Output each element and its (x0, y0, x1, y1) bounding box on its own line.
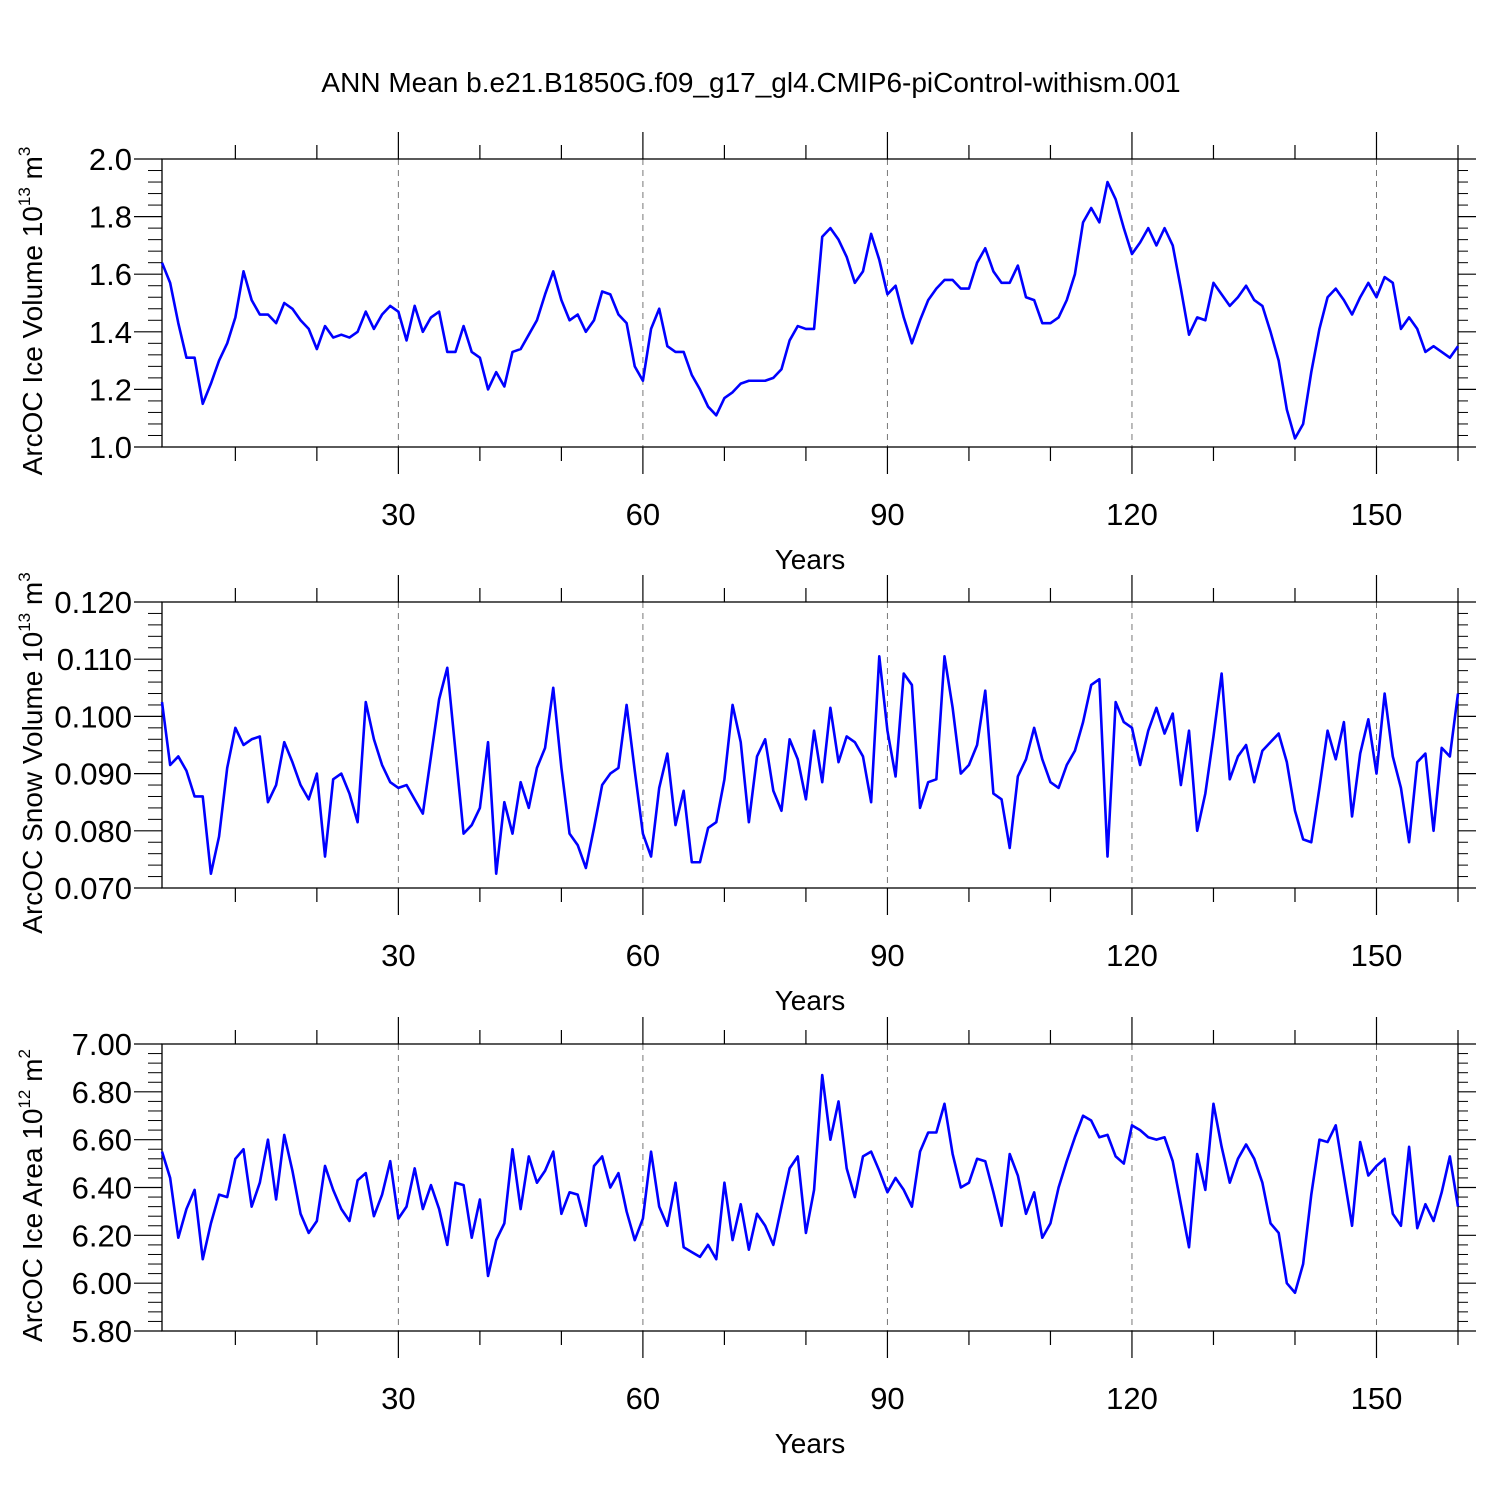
y-tick-label: 7.00 (72, 1027, 132, 1062)
y-tick-label: 6.80 (72, 1075, 132, 1110)
y-tick-label: 0.120 (54, 585, 132, 620)
x-tick-label: 120 (1106, 938, 1158, 973)
panels: 30 60 90 120 150 1.0 1.2 1.4 1.6 1.8 2.0 Years ArcOC… (15, 132, 1476, 1459)
y-tick-label: 6.60 (72, 1123, 132, 1158)
x-tick-label: 30 (381, 497, 415, 532)
y-tick-label: 1.2 (89, 372, 132, 407)
plot-frame (161, 158, 1459, 448)
x-tick-label: 150 (1351, 497, 1403, 532)
x-axis-title: Years (775, 1428, 846, 1459)
y-tick-label: 2.0 (89, 142, 132, 177)
y-tick-label: 5.80 (72, 1314, 132, 1349)
chart-title: ANN Mean b.e21.B1850G.f09_g17_gl4.CMIP6-… (321, 67, 1180, 98)
x-tick-label: 60 (626, 497, 660, 532)
y-tick-label: 1.8 (89, 200, 132, 235)
y-tick-label: 0.090 (54, 757, 132, 792)
x-tick-label: 60 (626, 938, 660, 973)
x-tick-label: 60 (626, 1381, 660, 1416)
x-tick-label: 150 (1351, 938, 1403, 973)
x-tick-label: 150 (1351, 1381, 1403, 1416)
y-tick-label: 0.080 (54, 814, 132, 849)
y-tick-label: 1.6 (89, 257, 132, 292)
panel-snow-volume: 30 60 90 120 150 0.070 0.080 0.090 0.100 0.110 0.1… (15, 572, 1476, 1016)
y-tick-label: 0.100 (54, 699, 132, 734)
y-tick-label: 1.4 (89, 315, 132, 350)
x-tick-label: 30 (381, 1381, 415, 1416)
series-line (160, 180, 1460, 440)
x-tick-label: 90 (870, 938, 904, 973)
y-tick-label: 1.0 (89, 430, 132, 465)
x-axis-title: Years (775, 985, 846, 1016)
y-axis-title: ArcOC Ice Volume 1013 m3 (15, 147, 48, 476)
series-line (160, 655, 1460, 876)
y-tick-label: 6.20 (72, 1218, 132, 1253)
series-line (160, 1073, 1460, 1295)
x-axis-title: Years (775, 544, 846, 575)
plot-frame (161, 601, 1459, 889)
y-tick-label: 0.070 (54, 871, 132, 906)
x-tick-label: 90 (870, 1381, 904, 1416)
y-tick-label: 6.40 (72, 1171, 132, 1206)
y-tick-label: 6.00 (72, 1266, 132, 1301)
x-tick-label: 90 (870, 497, 904, 532)
panel-ice-area: 30 60 90 120 150 5.80 6.00 6.20 6.40 6.60 6.80 7.00… (15, 1017, 1476, 1459)
x-tick-label: 30 (381, 938, 415, 973)
x-tick-label: 120 (1106, 1381, 1158, 1416)
x-tick-label: 120 (1106, 497, 1158, 532)
y-axis-title: ArcOC Snow Volume 1013 m3 (15, 572, 48, 933)
y-axis-title: ArcOC Ice Area 1012 m2 (15, 1049, 48, 1342)
y-tick-label: 0.110 (57, 642, 132, 677)
panel-ice-volume: 30 60 90 120 150 1.0 1.2 1.4 1.6 1.8 2.0 Years ArcOC… (15, 132, 1476, 575)
